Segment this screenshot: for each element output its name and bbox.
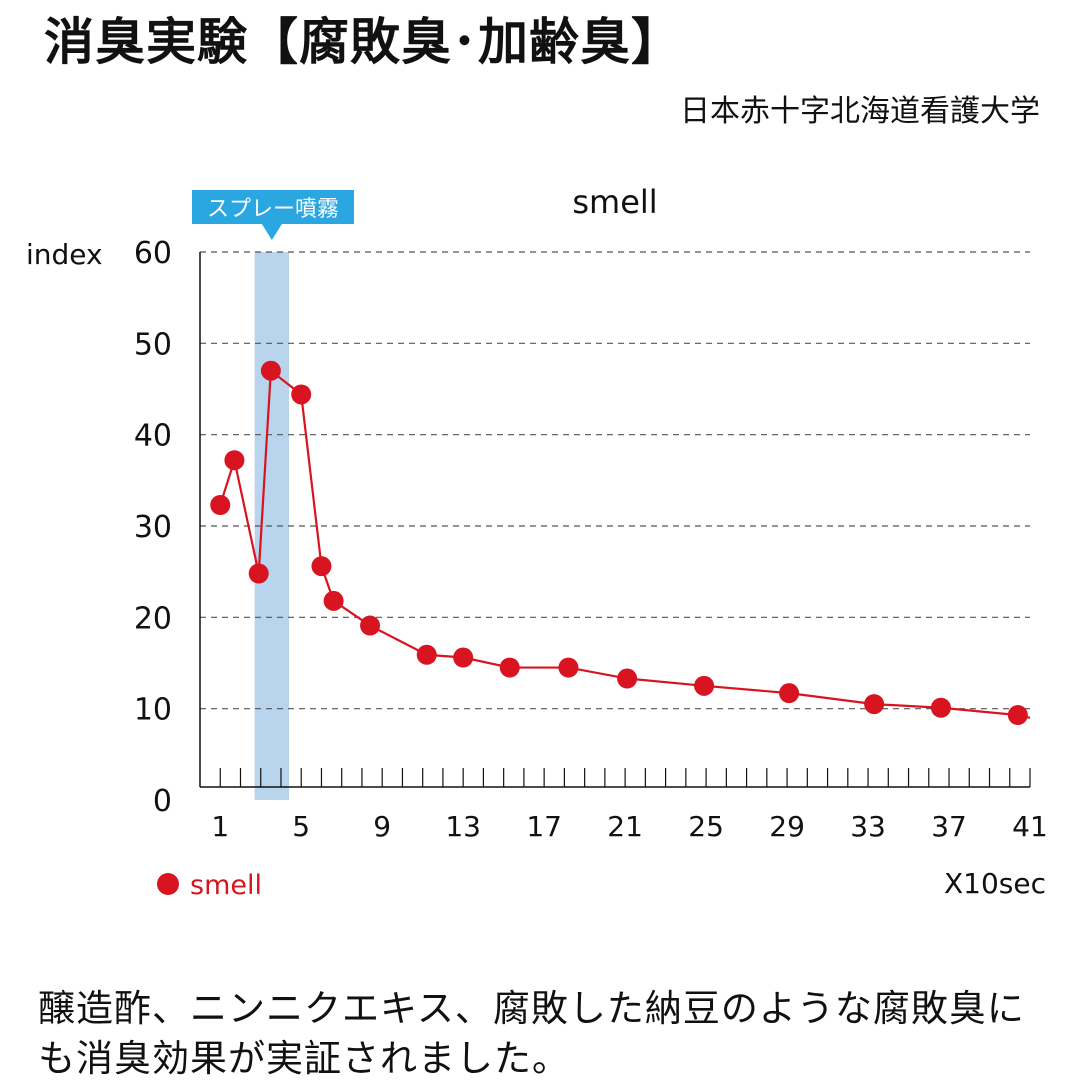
spray-label: スプレー噴霧	[207, 197, 339, 222]
spray-label-box	[192, 190, 354, 224]
data-point-11	[499, 657, 520, 678]
data-point-3	[248, 563, 269, 584]
data-point-18	[1007, 705, 1028, 726]
x-tick-label-5: 5	[292, 810, 310, 843]
series-line-smell	[219, 368, 1031, 719]
data-point-1	[210, 494, 231, 515]
organization-name: 日本赤十字北海道看護大学	[680, 94, 1040, 129]
data-point-13	[617, 668, 638, 689]
x-tick-label-41: 41	[1012, 810, 1048, 843]
legend-marker	[157, 873, 179, 895]
y-tick-label-60: 60	[134, 236, 172, 271]
data-point-14	[694, 675, 715, 696]
x-tick-label-33: 33	[850, 810, 886, 843]
x-tick-label-21: 21	[607, 810, 643, 843]
x-axis-label: X10sec	[944, 867, 1046, 900]
data-point-12	[558, 657, 579, 678]
x-tick-label-1: 1	[211, 810, 229, 843]
data-point-17	[930, 697, 951, 718]
x-tick-label-29: 29	[769, 810, 805, 843]
data-point-6	[311, 556, 332, 577]
data-point-16	[864, 694, 885, 715]
data-point-9	[416, 644, 437, 665]
x-tick-label-25: 25	[688, 810, 724, 843]
x-tick-label-9: 9	[373, 810, 391, 843]
data-point-15	[779, 683, 800, 704]
x-tick-label-17: 17	[526, 810, 562, 843]
y-tick-label-40: 40	[134, 419, 172, 454]
y-tick-label-30: 30	[134, 510, 172, 545]
data-point-4	[260, 360, 281, 381]
x-tick-label-37: 37	[931, 810, 967, 843]
chart-title: smell	[572, 183, 657, 221]
x-tick-label-13: 13	[445, 810, 481, 843]
data-point-7	[323, 590, 344, 611]
data-point-5	[291, 384, 312, 405]
legend-entry-smell: smell	[190, 870, 262, 901]
page-title: 消臭実験【腐敗臭･加齢臭】	[44, 13, 682, 71]
data-point-10	[453, 647, 474, 668]
y-axis-label: index	[26, 238, 103, 271]
data-point-2	[224, 450, 245, 471]
y-tick-label-50: 50	[134, 327, 172, 362]
data-point-8	[360, 615, 381, 636]
caption-text: 醸造酢、ニンニクエキス、腐敗した納豆のような腐敗臭にも消臭効果が実証されました。	[38, 987, 1025, 1080]
y-tick-label-0: 0	[153, 784, 172, 819]
spray-label-pointer	[261, 224, 282, 240]
y-tick-label-20: 20	[134, 601, 172, 636]
y-tick-label-10: 10	[134, 693, 172, 728]
